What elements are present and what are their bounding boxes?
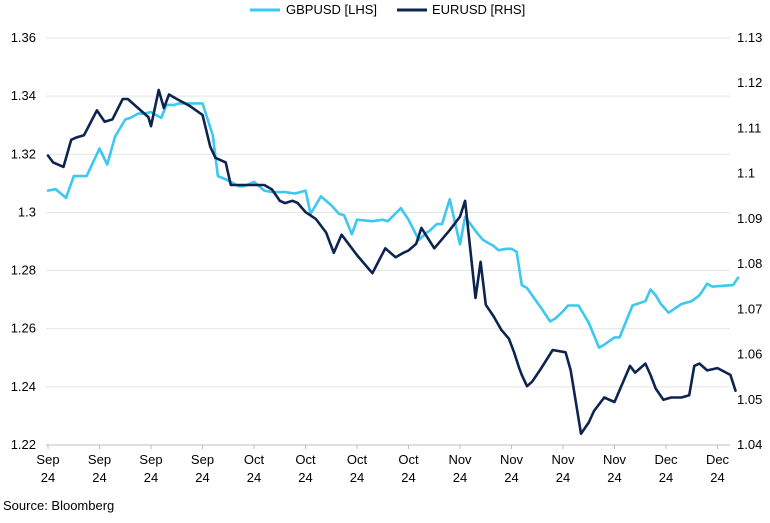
right-tick-label: 1.07	[737, 301, 762, 316]
x-tick-label-month: Oct	[398, 452, 419, 467]
right-tick-label: 1.06	[737, 347, 762, 362]
x-tick-label-month: Oct	[347, 452, 368, 467]
right-tick-label: 1.05	[737, 392, 762, 407]
x-tick-label-year: 24	[195, 470, 209, 485]
x-tick-label-month: Dec	[654, 452, 678, 467]
gridlines	[46, 37, 730, 446]
right-tick-label: 1.08	[737, 256, 762, 271]
left-tick-label: 1.36	[11, 30, 36, 45]
right-tick-label: 1.1	[737, 166, 755, 181]
eurusd-line	[46, 88, 737, 436]
x-tick-label-year: 24	[710, 470, 724, 485]
x-tick-label-year: 24	[92, 470, 106, 485]
legend: GBPUSD [LHS] EURUSD [RHS]	[250, 2, 525, 17]
x-tick-label-year: 24	[247, 470, 261, 485]
series-lines	[46, 88, 740, 436]
legend-label-gbpusd: GBPUSD [LHS]	[286, 2, 377, 17]
x-tick-label-month: Nov	[448, 452, 472, 467]
right-tick-label: 1.09	[737, 211, 762, 226]
x-axis-tick-labels: Sep 24 Sep 24 Sep 24 Sep 24 Oct 24 Oct 24 Oct 24 Oct 24…	[36, 445, 730, 485]
x-tick-label-month: Nov	[500, 452, 524, 467]
left-tick-label: 1.24	[11, 379, 36, 394]
x-tick-label-year: 24	[556, 470, 570, 485]
left-tick-label: 1.28	[11, 263, 36, 278]
x-tick-label-year: 24	[350, 470, 364, 485]
right-axis-tick-labels: 1.04 1.05 1.06 1.07 1.08 1.09 1.1 1.11 1.12 1.13	[737, 30, 762, 452]
x-tick-label-month: Nov	[551, 452, 575, 467]
gbpusd-line	[46, 102, 740, 349]
right-tick-label: 1.04	[737, 437, 762, 452]
left-axis-tick-labels: 1.22 1.24 1.26 1.28 1.3 1.32 1.34 1.36	[11, 30, 36, 452]
x-tick-label-month: Oct	[244, 452, 265, 467]
left-tick-label: 1.22	[11, 437, 36, 452]
x-tick-label-month: Sep	[139, 452, 162, 467]
left-tick-label: 1.34	[11, 88, 36, 103]
right-tick-label: 1.12	[737, 75, 762, 90]
x-tick-label-month: Dec	[706, 452, 730, 467]
x-tick-label-year: 24	[504, 470, 518, 485]
source-note: Source: Bloomberg	[3, 498, 115, 513]
x-tick-label-year: 24	[659, 470, 673, 485]
left-tick-label: 1.26	[11, 321, 36, 336]
x-tick-label-year: 24	[401, 470, 415, 485]
legend-label-eurusd: EURUSD [RHS]	[432, 2, 525, 17]
x-tick-label-month: Oct	[295, 452, 316, 467]
right-tick-label: 1.11	[737, 120, 761, 135]
x-tick-label-year: 24	[41, 470, 55, 485]
x-tick-label-year: 24	[298, 470, 312, 485]
x-tick-label-month: Sep	[36, 452, 59, 467]
x-tick-label-year: 24	[453, 470, 467, 485]
x-tick-label-year: 24	[144, 470, 158, 485]
left-tick-label: 1.3	[18, 204, 36, 219]
x-tick-label-month: Sep	[88, 452, 111, 467]
x-tick-label-month: Sep	[191, 452, 214, 467]
x-tick-label-month: Nov	[603, 452, 627, 467]
left-tick-label: 1.32	[11, 146, 36, 161]
x-tick-label-year: 24	[607, 470, 621, 485]
right-tick-label: 1.13	[737, 30, 762, 45]
